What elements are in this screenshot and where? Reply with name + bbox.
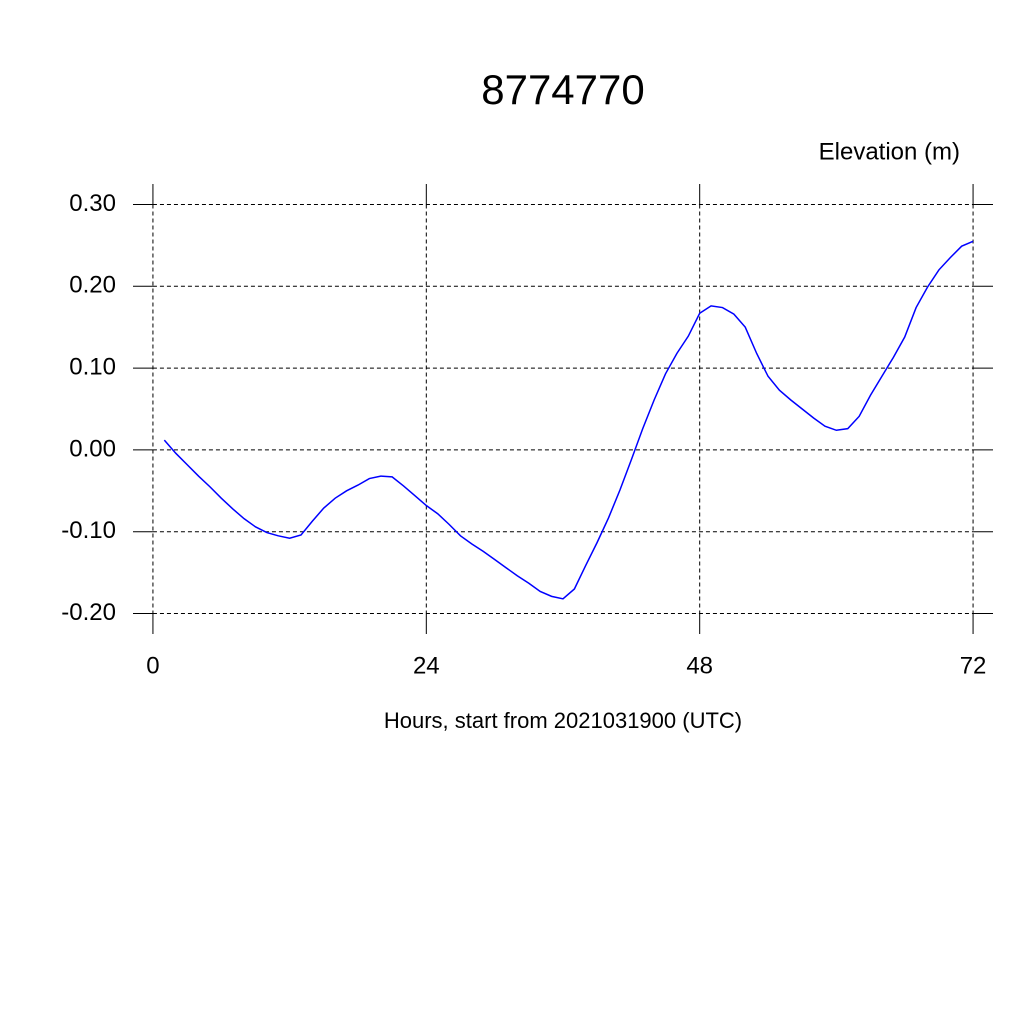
y-tick-label: 0.00 [69,435,116,462]
chart-title: 8774770 [481,66,645,113]
data-line [163,240,974,600]
y-tick-label: -0.20 [61,599,116,626]
x-tick-label: 0 [146,652,159,679]
x-axis-label: Hours, start from 2021031900 (UTC) [384,708,742,733]
x-tick-label: 48 [686,652,713,679]
y-tick-label: -0.10 [61,517,116,544]
y-tick-label: 0.10 [69,353,116,380]
x-tick-label: 72 [960,652,987,679]
x-tick-label: 24 [413,652,440,679]
y-tick-label: 0.30 [69,190,116,217]
y-tick-label: 0.20 [69,272,116,299]
y-axis-label: Elevation (m) [819,138,960,165]
